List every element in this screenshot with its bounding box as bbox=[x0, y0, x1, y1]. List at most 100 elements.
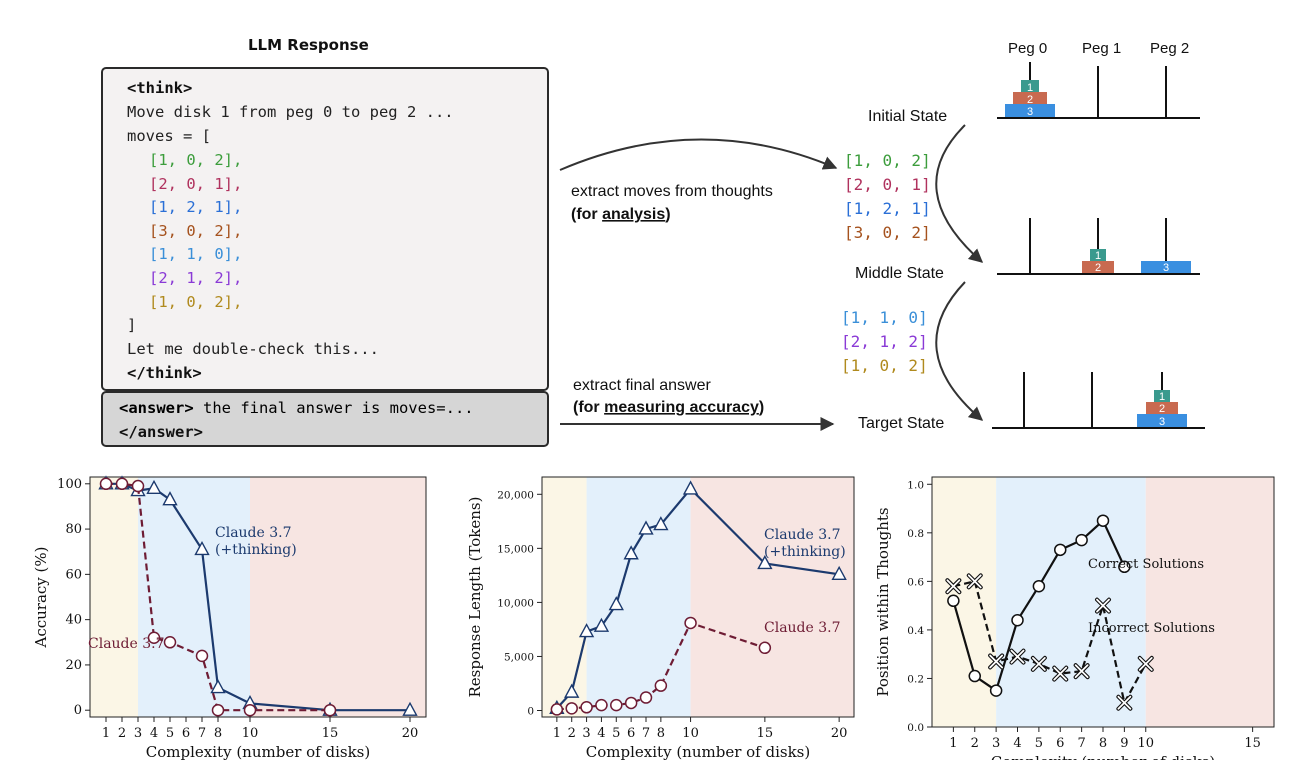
think-open-tag: <think> bbox=[127, 79, 193, 97]
data-point bbox=[638, 520, 654, 535]
data-point bbox=[593, 617, 610, 632]
svg-text:2: 2 bbox=[1027, 94, 1033, 106]
response-length-chart: 1 2 3 4 5 6 7 8 10 15 20 0 5,000 10,000 15,000 20,000 Co… bbox=[466, 476, 855, 760]
move-item: [1, 2, 1] bbox=[844, 199, 931, 218]
target-state: 3 2 1 bbox=[992, 372, 1205, 429]
data-point bbox=[210, 679, 226, 694]
double-check-line: Let me double-check this... bbox=[127, 340, 379, 358]
y-tick-label: 5,000 bbox=[504, 651, 534, 663]
x-tick-label: 10 bbox=[1137, 736, 1154, 751]
series-label: Correct Solutions bbox=[1088, 557, 1204, 572]
series-label: Claude 3.7 bbox=[215, 525, 292, 541]
middle-state: 2 1 3 bbox=[997, 218, 1200, 275]
data-point bbox=[115, 477, 129, 491]
moves-close: ] bbox=[127, 316, 137, 334]
initial-state: 3 2 1 bbox=[997, 62, 1200, 119]
moves-list-initial-to-middle: [1, 0, 2] [2, 0, 1] [1, 2, 1] [3, 0, 2] bbox=[844, 151, 931, 242]
middle-to-target-arrow bbox=[935, 281, 984, 421]
x-tick-label: 9 bbox=[1120, 736, 1128, 751]
series-line bbox=[556, 621, 766, 711]
series-label: Incorrect Solutions bbox=[1088, 621, 1215, 636]
data-point bbox=[564, 683, 580, 698]
disk-3 bbox=[1005, 104, 1055, 117]
data-point bbox=[1117, 695, 1132, 710]
x-tick-label: 1 bbox=[949, 736, 957, 751]
svg-text:1: 1 bbox=[1095, 250, 1101, 262]
data-point bbox=[682, 480, 699, 495]
data-point bbox=[989, 654, 1004, 669]
move-line: [1, 0, 2], bbox=[149, 151, 243, 169]
disk-2 bbox=[1082, 261, 1114, 273]
svg-text:2: 2 bbox=[1159, 403, 1165, 415]
series-line bbox=[106, 482, 410, 712]
data-point bbox=[1138, 656, 1153, 671]
think-move-line: Move disk 1 from peg 0 to peg 2 ... bbox=[127, 103, 454, 121]
svg-text:2: 2 bbox=[1095, 262, 1101, 274]
answer-text: the final answer is moves=... bbox=[193, 399, 474, 417]
extract-moves-arrow bbox=[559, 138, 838, 171]
x-tick-label: 7 bbox=[642, 726, 650, 741]
x-tick-label: 4 bbox=[1013, 736, 1021, 751]
accuracy-chart: 1 2 3 4 5 6 7 8 10 15 20 0 20 40 60 80 100 Complexity (nu… bbox=[32, 475, 427, 760]
data-point bbox=[1032, 579, 1046, 593]
complexity-band-low bbox=[932, 477, 997, 727]
data-point bbox=[211, 703, 225, 717]
data-point bbox=[163, 636, 177, 649]
answer-close-tag: </answer> bbox=[119, 423, 203, 441]
moves-list-middle-to-target: [1, 1, 0] [2, 1, 2] [1, 0, 2] bbox=[841, 308, 928, 375]
data-point bbox=[1054, 543, 1067, 557]
data-point bbox=[639, 691, 653, 704]
x-axis-label: Complexity (number of disks) bbox=[991, 753, 1215, 760]
data-point bbox=[162, 491, 178, 506]
y-tick-label: 0 bbox=[527, 706, 534, 718]
data-point bbox=[195, 649, 209, 663]
plot-frame bbox=[541, 476, 855, 718]
data-point bbox=[757, 555, 773, 570]
complexity-band-mid bbox=[138, 477, 250, 717]
y-tick-label: 0.6 bbox=[907, 576, 924, 588]
data-point bbox=[131, 479, 145, 493]
x-axis-label: Complexity (number of disks) bbox=[586, 743, 810, 760]
move-item: [1, 0, 2] bbox=[841, 356, 928, 375]
y-tick-label: 20 bbox=[65, 658, 82, 673]
data-point bbox=[402, 701, 418, 716]
data-point bbox=[323, 703, 337, 717]
x-tick-label: 6 bbox=[1056, 736, 1064, 751]
disk-2 bbox=[1013, 92, 1047, 104]
x-tick-label: 6 bbox=[182, 726, 190, 741]
y-axis-label: Position within Thoughts bbox=[874, 507, 892, 696]
move-item: [3, 0, 2] bbox=[844, 223, 931, 242]
move-item: [2, 1, 2] bbox=[841, 332, 928, 351]
x-tick-label: 1 bbox=[102, 726, 110, 741]
data-point bbox=[550, 703, 564, 716]
move-item: [2, 0, 1] bbox=[844, 175, 931, 194]
data-point bbox=[758, 641, 772, 655]
y-axis-label: Accuracy (%) bbox=[32, 546, 50, 648]
data-point bbox=[624, 696, 638, 710]
series-label: (+thinking) bbox=[215, 542, 297, 558]
disk-1 bbox=[1021, 80, 1039, 92]
x-tick-label: 20 bbox=[831, 726, 848, 741]
complexity-band-high bbox=[250, 477, 426, 717]
series-label: Claude 3.7 bbox=[88, 636, 165, 652]
data-point bbox=[946, 579, 961, 594]
disk-1 bbox=[1154, 390, 1170, 402]
series-label: Claude 3.7 bbox=[764, 620, 841, 636]
data-point bbox=[989, 684, 1003, 697]
move-line: [2, 0, 1], bbox=[149, 174, 243, 193]
y-tick-label: 20,000 bbox=[497, 489, 534, 501]
svg-text:1: 1 bbox=[1159, 391, 1165, 403]
y-tick-label: 60 bbox=[65, 567, 82, 582]
series-label: (+thinking) bbox=[764, 544, 846, 560]
x-tick-label: 15 bbox=[1244, 736, 1261, 751]
x-tick-label: 8 bbox=[1099, 736, 1107, 751]
plot-frame bbox=[89, 476, 427, 718]
y-tick-label: 0.2 bbox=[907, 673, 924, 685]
x-tick-label: 2 bbox=[118, 726, 126, 741]
data-point bbox=[1118, 560, 1131, 574]
target-state-label: Target State bbox=[858, 415, 944, 432]
data-point bbox=[831, 565, 847, 580]
data-point bbox=[947, 594, 960, 608]
x-tick-label: 6 bbox=[627, 726, 635, 741]
for-analysis-label: (for analysis) bbox=[571, 206, 671, 223]
